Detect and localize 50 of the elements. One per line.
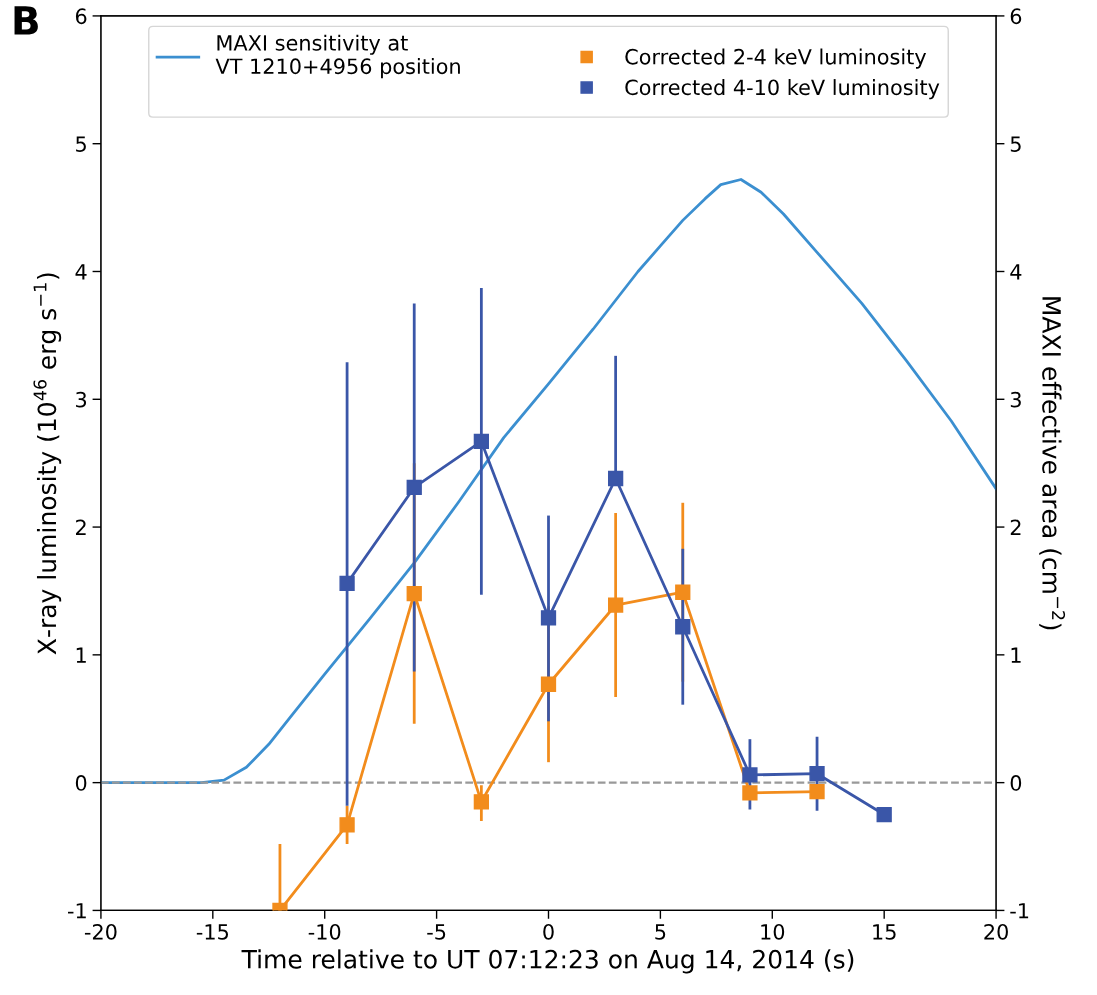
y-axis-title: X-ray luminosity (10$^{46}$ erg s$^{−1}$) <box>33 273 62 655</box>
point <box>540 610 557 626</box>
point <box>607 470 624 487</box>
legend-label: Corrected 2-4 keV luminosity <box>625 48 927 69</box>
y-tick-label: -1 <box>67 903 86 919</box>
y-tick-label: 1 <box>76 647 86 663</box>
y-tick-label: 4 <box>75 264 87 280</box>
y-tick-label: 3 <box>76 391 87 408</box>
y2-tick-label: 4 <box>1010 264 1022 280</box>
y2-axis-title: MAXI effective area (cm$^{−2}$) <box>1039 297 1066 630</box>
y2-tick-label: 1 <box>1011 647 1021 663</box>
point <box>540 676 557 692</box>
point <box>406 585 422 602</box>
point <box>339 575 355 591</box>
x-axis-title: Time relative to UT 07:12:23 on Aug 14, 2014 (s) <box>241 949 854 974</box>
point <box>675 619 691 635</box>
x-tick-label: 5 <box>655 924 666 940</box>
point <box>742 785 758 801</box>
y2-tick-label: 3 <box>1010 391 1021 408</box>
x-tick-label: -15 <box>196 924 229 940</box>
x-tick-label: -10 <box>308 923 341 940</box>
legend-label: Corrected 4-10 keV luminosity <box>625 79 940 100</box>
y-tick-label: 2 <box>76 519 86 535</box>
point <box>742 767 758 783</box>
point <box>809 783 825 800</box>
y-tick-label: 0 <box>75 775 87 791</box>
x-tick-label: 10 <box>761 923 785 940</box>
point <box>406 479 422 496</box>
y2-tick-label: 6 <box>1010 8 1022 25</box>
text: B <box>14 6 38 35</box>
x-tick-label: -20 <box>84 923 117 940</box>
x-tick-label: 0 <box>543 923 554 940</box>
x-tick-label: 20 <box>984 923 1008 940</box>
point <box>607 597 624 613</box>
point <box>876 806 892 823</box>
y-tick-label: 6 <box>75 8 87 25</box>
x-tick-label: -5 <box>427 924 446 940</box>
point <box>809 766 825 782</box>
point <box>675 584 691 600</box>
point <box>339 817 355 833</box>
legend-label: MAXI sensitivity at VT 1210+4956 position <box>215 34 460 79</box>
x-tick-label: 15 <box>873 924 896 940</box>
y2-tick-label: 5 <box>1010 136 1021 152</box>
y2-tick-label: -1 <box>1010 903 1029 919</box>
y2-tick-label: 0 <box>1010 775 1022 791</box>
y-tick-label: 5 <box>76 136 86 152</box>
y2-tick-label: 2 <box>1010 519 1021 535</box>
point <box>473 433 490 450</box>
line-series <box>100 178 997 785</box>
point <box>473 794 490 810</box>
